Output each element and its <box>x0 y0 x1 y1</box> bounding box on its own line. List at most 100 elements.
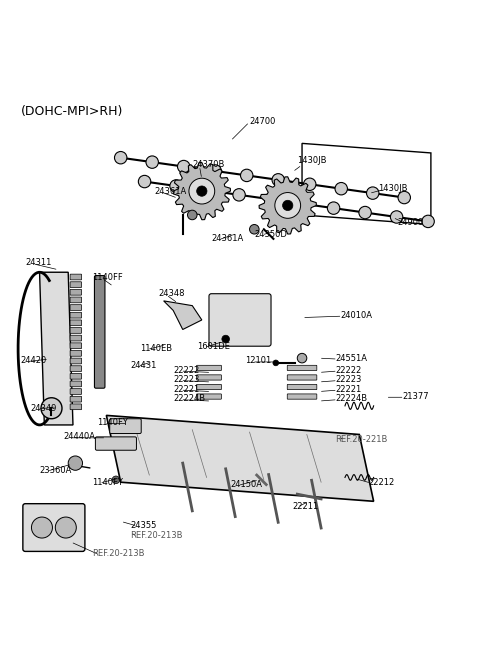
FancyBboxPatch shape <box>287 365 317 370</box>
Text: 24900: 24900 <box>397 217 424 227</box>
FancyBboxPatch shape <box>70 374 82 379</box>
Text: 24348: 24348 <box>159 289 185 299</box>
Text: 22223: 22223 <box>336 375 362 384</box>
Text: 22211: 22211 <box>292 501 319 511</box>
Circle shape <box>55 517 76 538</box>
Text: 1140FY: 1140FY <box>97 418 128 427</box>
Circle shape <box>272 173 285 186</box>
FancyBboxPatch shape <box>287 375 317 380</box>
Text: 22224B: 22224B <box>336 394 368 403</box>
Circle shape <box>240 169 253 182</box>
Circle shape <box>327 202 340 214</box>
Circle shape <box>189 178 215 204</box>
Circle shape <box>41 398 62 418</box>
Text: (DOHC-MPI>RH): (DOHC-MPI>RH) <box>21 105 123 118</box>
Text: 24350D: 24350D <box>254 229 287 239</box>
Text: 22223: 22223 <box>173 375 200 384</box>
Text: 24361A: 24361A <box>211 235 244 243</box>
Text: 1430JB: 1430JB <box>297 156 327 165</box>
Circle shape <box>367 187 379 199</box>
Text: 22212: 22212 <box>369 478 395 487</box>
FancyBboxPatch shape <box>70 381 82 387</box>
FancyBboxPatch shape <box>70 343 82 349</box>
FancyBboxPatch shape <box>70 328 82 333</box>
Text: 12101: 12101 <box>245 356 271 365</box>
Circle shape <box>233 188 245 201</box>
Circle shape <box>273 360 279 366</box>
Polygon shape <box>173 163 230 219</box>
Text: 24311: 24311 <box>25 258 52 267</box>
FancyBboxPatch shape <box>70 320 82 326</box>
FancyBboxPatch shape <box>23 503 85 552</box>
Circle shape <box>359 206 372 219</box>
Circle shape <box>188 210 197 219</box>
Circle shape <box>390 211 403 223</box>
FancyBboxPatch shape <box>70 396 82 402</box>
FancyBboxPatch shape <box>110 418 141 434</box>
FancyBboxPatch shape <box>197 394 221 399</box>
Text: 1140FF: 1140FF <box>92 273 123 281</box>
Text: 24551A: 24551A <box>336 354 368 362</box>
FancyBboxPatch shape <box>70 366 82 372</box>
Circle shape <box>422 215 434 227</box>
Text: 1140EB: 1140EB <box>140 344 172 353</box>
FancyBboxPatch shape <box>197 375 221 380</box>
Circle shape <box>170 180 182 192</box>
Circle shape <box>112 476 120 484</box>
Text: 24349: 24349 <box>30 404 56 413</box>
Circle shape <box>296 198 308 210</box>
Text: 22222: 22222 <box>336 366 362 374</box>
FancyBboxPatch shape <box>197 384 221 389</box>
Text: 24420: 24420 <box>21 356 47 365</box>
Circle shape <box>115 152 127 164</box>
Circle shape <box>197 186 207 196</box>
Polygon shape <box>164 301 202 330</box>
Circle shape <box>222 335 229 343</box>
Text: REF.20-221B: REF.20-221B <box>336 435 388 444</box>
FancyBboxPatch shape <box>70 312 82 318</box>
Text: 24010A: 24010A <box>340 310 372 320</box>
Circle shape <box>335 183 348 195</box>
Circle shape <box>250 225 259 234</box>
FancyBboxPatch shape <box>96 437 136 450</box>
Polygon shape <box>39 272 73 425</box>
Polygon shape <box>107 415 373 501</box>
Text: 24150A: 24150A <box>230 480 263 489</box>
Text: 1140FY: 1140FY <box>92 478 123 487</box>
FancyBboxPatch shape <box>209 294 271 346</box>
FancyBboxPatch shape <box>70 358 82 364</box>
FancyBboxPatch shape <box>70 282 82 287</box>
Text: 24355: 24355 <box>130 521 156 530</box>
Polygon shape <box>259 177 316 234</box>
Text: 22222: 22222 <box>173 366 199 374</box>
Circle shape <box>32 517 52 538</box>
Circle shape <box>398 191 410 204</box>
FancyBboxPatch shape <box>70 404 82 410</box>
Text: 22224B: 22224B <box>173 394 205 403</box>
Text: 1430JB: 1430JB <box>378 185 408 193</box>
FancyBboxPatch shape <box>197 365 221 370</box>
Text: 24431: 24431 <box>130 360 156 370</box>
Circle shape <box>283 200 293 211</box>
Text: 24700: 24700 <box>250 117 276 127</box>
Circle shape <box>275 192 300 218</box>
FancyBboxPatch shape <box>70 297 82 302</box>
Circle shape <box>264 193 277 206</box>
Circle shape <box>303 178 316 190</box>
FancyBboxPatch shape <box>70 335 82 341</box>
Circle shape <box>297 353 307 363</box>
Text: 21377: 21377 <box>402 392 429 401</box>
FancyBboxPatch shape <box>70 304 82 310</box>
Circle shape <box>68 456 83 471</box>
Text: 22221: 22221 <box>173 385 199 393</box>
Text: REF.20-213B: REF.20-213B <box>92 550 144 558</box>
Text: 22221: 22221 <box>336 385 362 393</box>
Circle shape <box>209 165 221 177</box>
Text: 24370B: 24370B <box>192 160 225 169</box>
FancyBboxPatch shape <box>287 394 317 399</box>
Text: 24361A: 24361A <box>154 186 186 196</box>
Text: 23360A: 23360A <box>39 466 72 474</box>
FancyBboxPatch shape <box>95 275 105 388</box>
Text: REF.20-213B: REF.20-213B <box>130 531 183 540</box>
Text: 1601DE: 1601DE <box>197 342 230 351</box>
